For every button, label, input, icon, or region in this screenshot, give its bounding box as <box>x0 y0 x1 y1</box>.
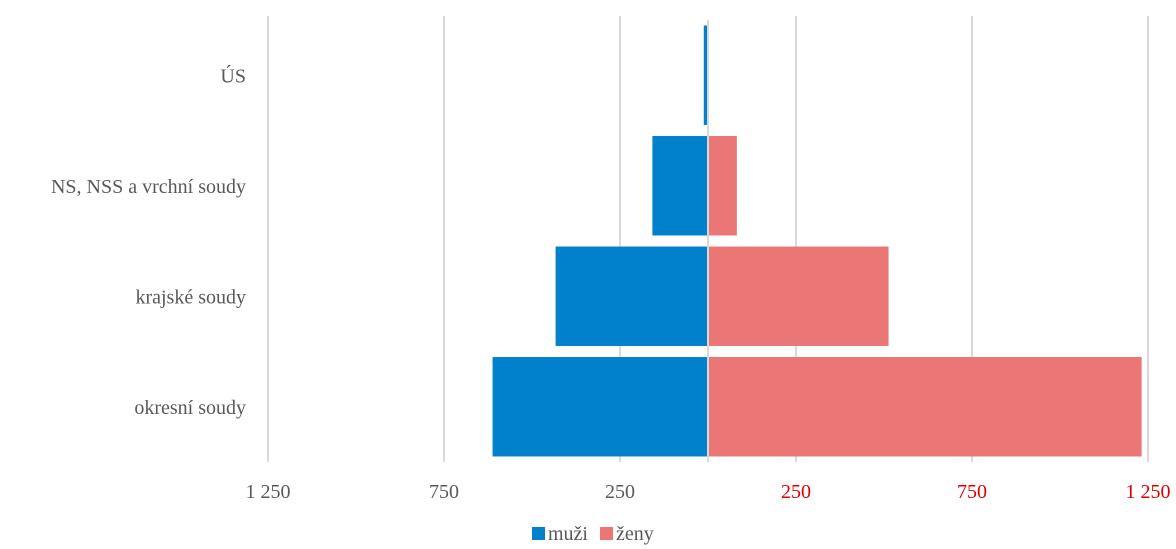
bar-zeny-krajske-soudy <box>708 246 889 346</box>
x-tick-label-0: 1 250 <box>246 481 291 503</box>
legend-label-zeny: ženy <box>616 523 654 545</box>
category-label-okresni-soudy: okresní soudy <box>134 397 246 419</box>
x-tick-label-5: 1 250 <box>1126 481 1171 503</box>
category-label-ns-nss-a-vrchni-soudy: NS, NSS a vrchní soudy <box>51 176 246 198</box>
bar-zeny-ns-nss-a-vrchni-soudy <box>708 136 737 236</box>
category-label-krajske-soudy: krajské soudy <box>135 286 246 308</box>
category-labels: ÚS NS, NSS a vrchní soudy krajské soudy okr… <box>51 63 246 419</box>
x-tick-label-2: 250 <box>605 481 635 503</box>
legend-swatch-zeny <box>600 527 613 540</box>
legend: muži ženy <box>532 523 654 545</box>
legend-label-muzi: muži <box>548 523 588 545</box>
bar-muzi-krajske-soudy <box>555 246 708 346</box>
x-tick-label-4: 750 <box>957 481 987 503</box>
gridlines <box>267 16 1149 462</box>
legend-swatch-muzi <box>532 527 545 540</box>
x-tick-label-1: 750 <box>429 481 459 503</box>
x-axis-tick-labels: 1 250 750 250 250 750 1 250 <box>246 481 1171 503</box>
x-tick-label-3: 250 <box>781 481 811 503</box>
bar-zeny-okresni-soudy <box>708 357 1142 457</box>
bar-muzi-okresni-soudy <box>492 357 708 457</box>
bars <box>492 25 1142 457</box>
bar-muzi-us <box>703 25 708 125</box>
bar-muzi-ns-nss-a-vrchni-soudy <box>652 136 708 236</box>
category-label-us: ÚS <box>220 63 246 87</box>
